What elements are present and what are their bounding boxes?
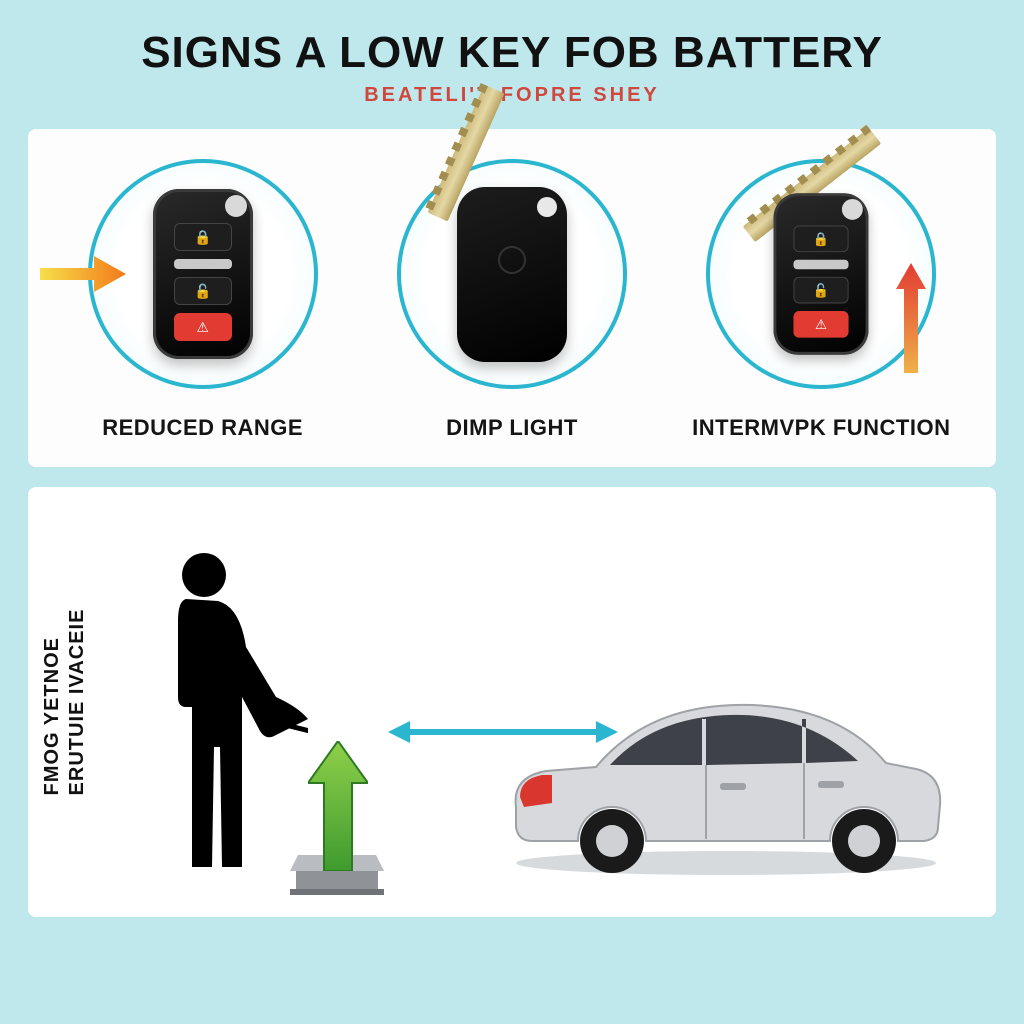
sign-label: INTERMVPK FUNCTION (692, 415, 950, 441)
sign-label: DIMP LIGHT (446, 415, 578, 441)
unlock-button-icon: 🔓 (174, 277, 232, 305)
sign-circle (397, 159, 627, 389)
sign-intermittent: 🔒 🔓 ⚠ INTERMVPK FUNCTION (671, 159, 971, 441)
range-scene (28, 487, 996, 917)
green-up-arrow-icon (308, 741, 368, 871)
sign-reduced-range: 🔒 🔓 ⚠ REDUCED RANGE (53, 159, 353, 441)
fob-slot-icon (174, 259, 232, 269)
panic-button-icon: ⚠ (174, 313, 232, 341)
lock-button-icon: 🔒 (174, 223, 232, 251)
car-icon (506, 667, 946, 877)
sign-circle: 🔒 🔓 ⚠ (706, 159, 936, 389)
key-fob-icon: 🔒 🔓 ⚠ (774, 193, 869, 355)
header: SIGNS A LOW KEY FOB BATTERY BEATELI'T FO… (0, 0, 1024, 117)
signal-up-arrow-icon (896, 263, 926, 373)
range-arrow-icon (40, 254, 126, 294)
sign-dim-light: DIMP LIGHT (362, 159, 662, 441)
sign-circle: 🔒 🔓 ⚠ (88, 159, 318, 389)
panic-button-icon: ⚠ (794, 311, 849, 338)
key-fob-icon: 🔒 🔓 ⚠ (153, 189, 253, 359)
signs-panel: 🔒 🔓 ⚠ REDUCED RANGE DIMP LIGHT 🔒 🔓 ⚠ (28, 129, 996, 467)
range-illustration-panel: FMOG YETNOE ERUTUIE IVACEIE (28, 487, 996, 917)
person-silhouette-icon (148, 547, 308, 877)
key-fob-back-icon (457, 187, 567, 362)
unlock-button-icon: 🔓 (794, 277, 849, 304)
page-subtitle: BEATELI'T FOPRE SHEY (20, 84, 1004, 107)
page-title: SIGNS A LOW KEY FOB BATTERY (20, 28, 1004, 78)
fob-slot-icon (794, 260, 849, 270)
lock-button-icon: 🔒 (794, 226, 849, 253)
sign-label: REDUCED RANGE (102, 415, 303, 441)
